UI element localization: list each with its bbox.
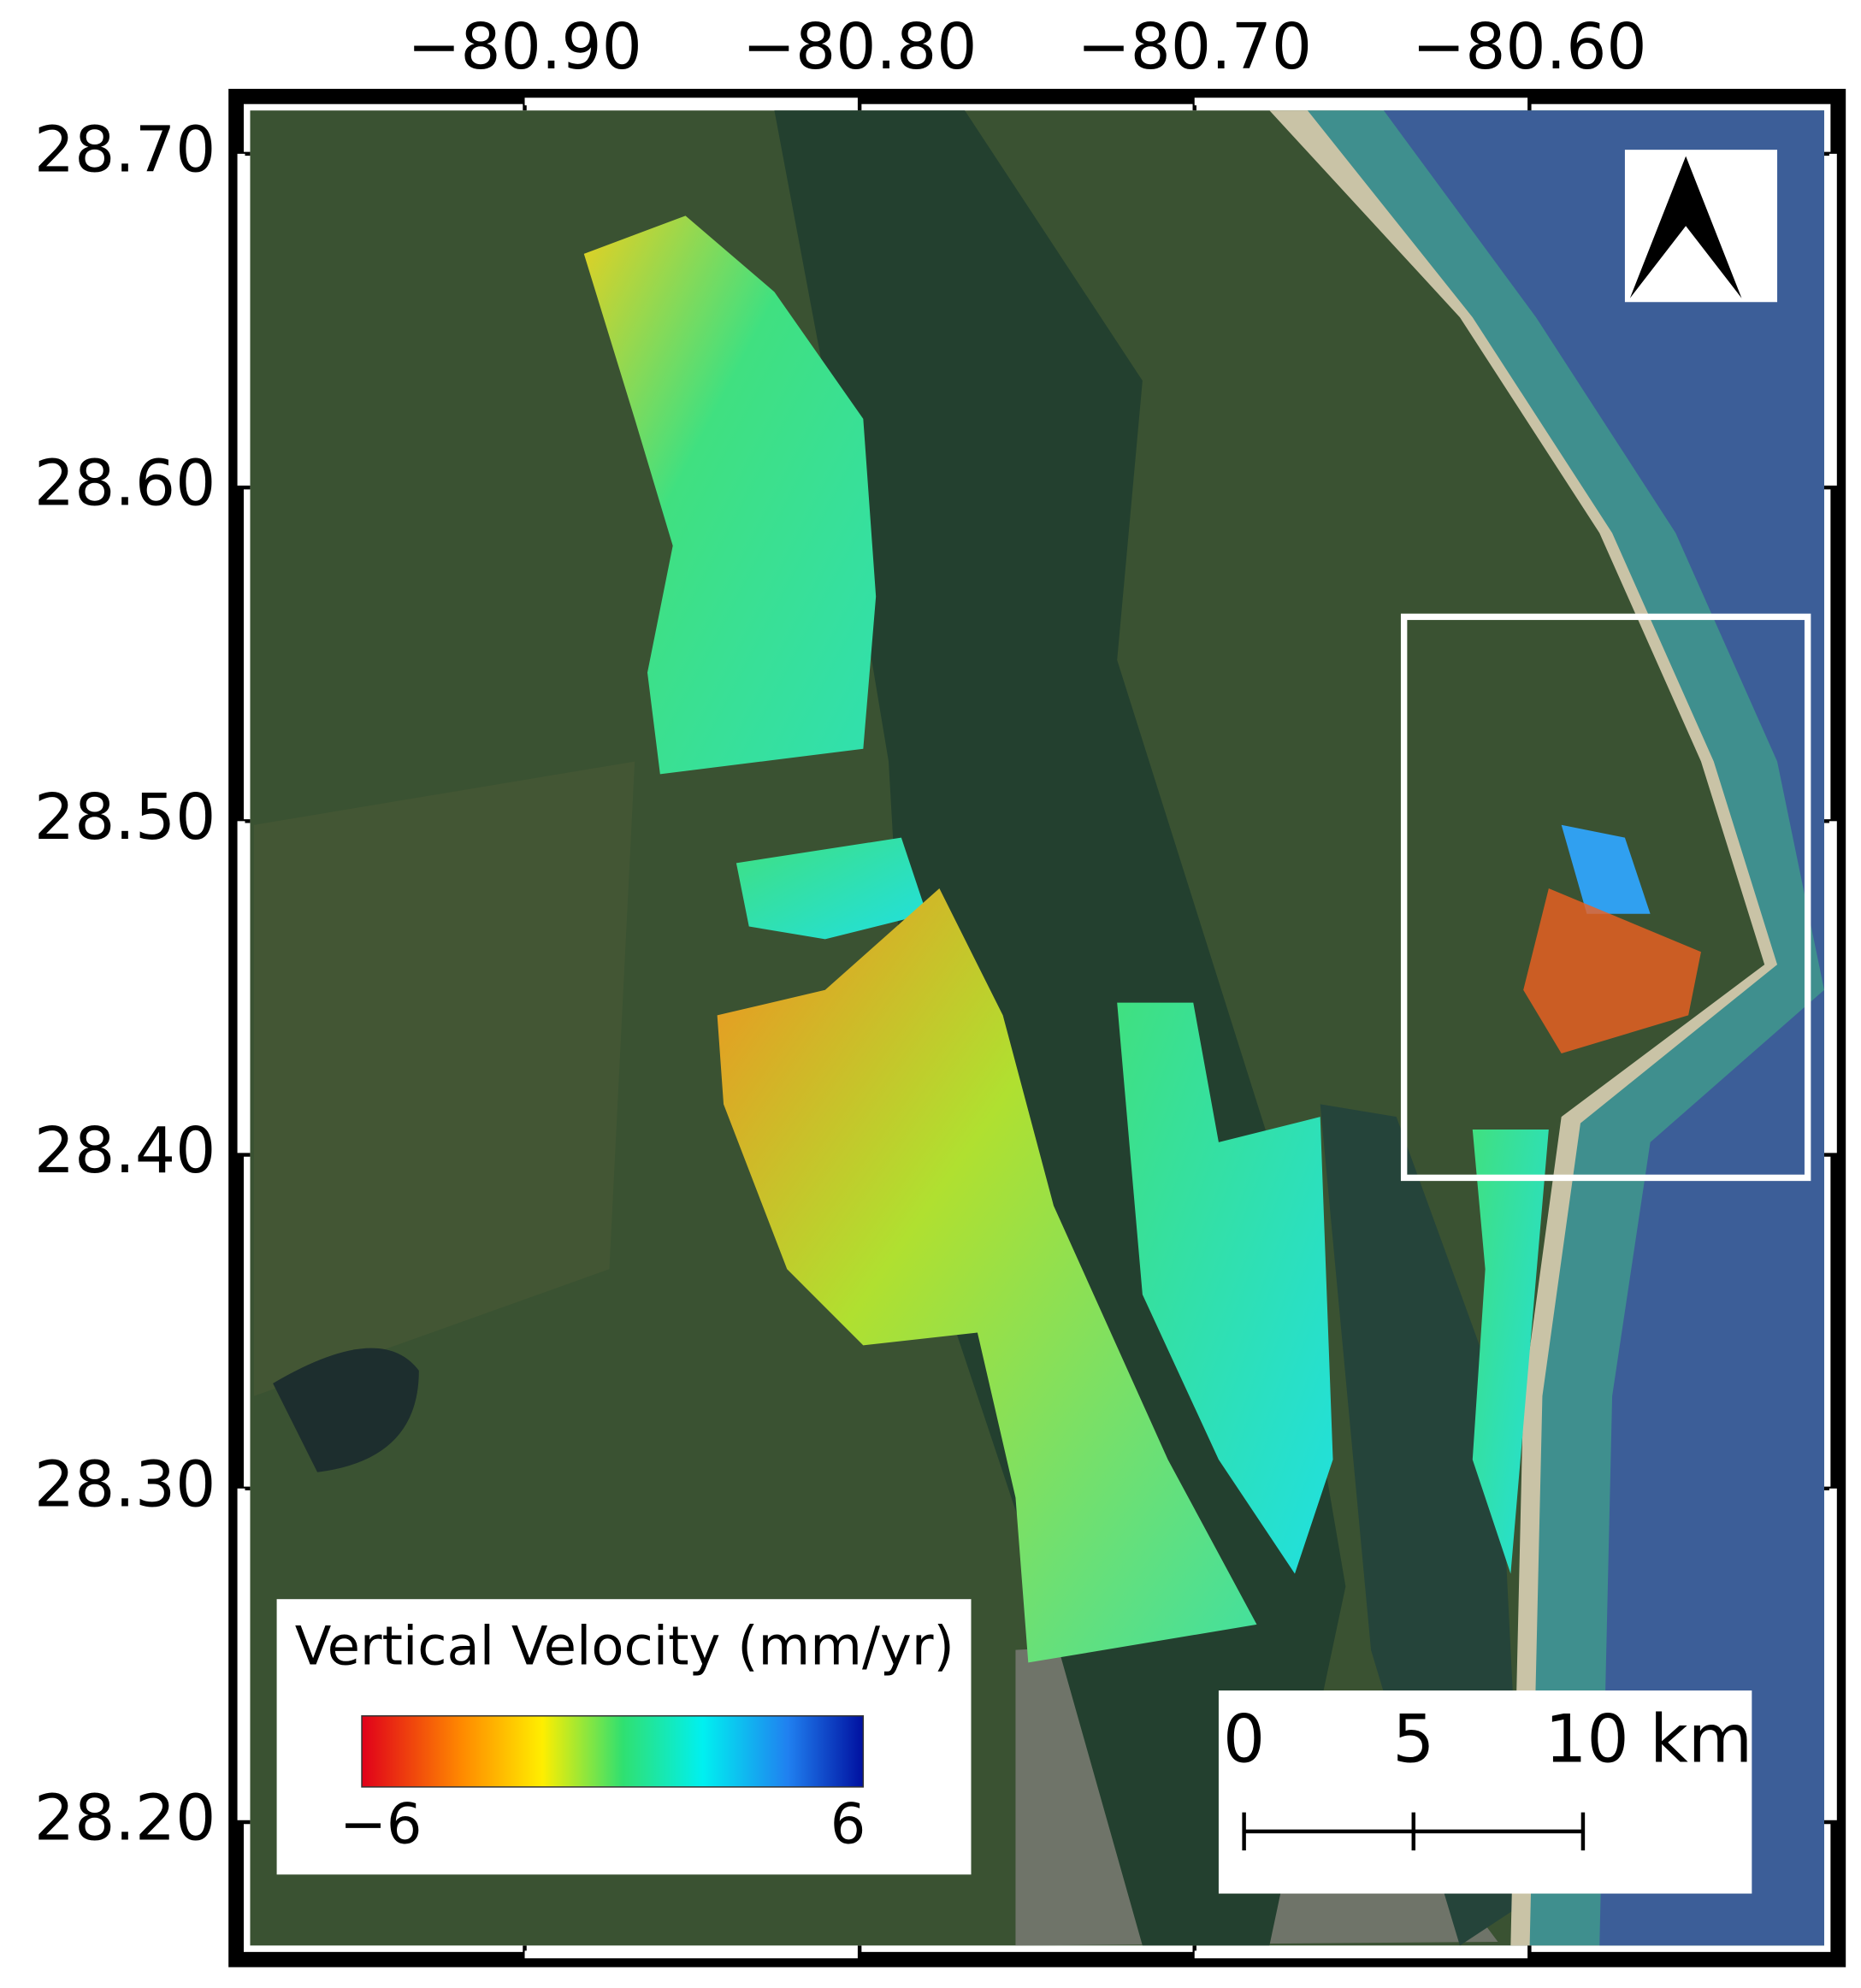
x-tick-label: −80.90 [407,9,642,84]
frame-segment [1194,97,1530,106]
frame-segment [524,97,860,106]
y-tick-label: 28.30 [34,1447,216,1521]
frame-border [228,88,1846,1967]
colorbar-title: Vertical Velocity (mm/yr) [295,1615,954,1678]
y-tick-label: 28.60 [34,446,216,521]
frame-segment [524,1950,860,1959]
north-arrow [1624,150,1778,303]
y-tick-label: 28.40 [34,1113,216,1188]
frame-segment [1829,1488,1837,1823]
scale-bar-label: 0 [1223,1701,1265,1778]
colorbar-tick-label: 6 [830,1791,866,1856]
frame-segment [1829,153,1837,488]
frame-segment [237,153,245,488]
land-texture [253,761,635,1396]
scale-bar-label: 5 [1392,1701,1434,1778]
scale-bar-label: 10 km [1545,1701,1752,1778]
colorbar [361,1715,865,1788]
velocity-patch [717,888,1257,1663]
north-arrow-icon [1629,156,1742,298]
x-tick-label: −80.60 [1412,9,1647,84]
inset-box [1400,613,1811,1182]
y-tick-label: 28.20 [34,1781,216,1855]
scale-bar: 0 5 10 km [1218,1690,1752,1894]
map-area [250,110,1824,1946]
frame-segment [1194,1950,1530,1959]
lagoon [774,110,1346,1946]
scale-bar-box [1218,1690,1752,1894]
y-tick-label: 28.70 [34,112,216,186]
frame-segment [1829,821,1837,1155]
frame-segment [237,821,245,1155]
velocity-patch [736,837,927,940]
frame-segment [237,1488,245,1823]
colorbar-legend: Vertical Velocity (mm/yr) −6 6 [276,1599,972,1875]
x-tick-label: −80.80 [742,9,978,84]
y-tick-label: 28.50 [34,780,216,854]
velocity-patch [1117,1002,1333,1574]
x-tick-label: −80.70 [1077,9,1312,84]
velocity-patch [1523,888,1701,1053]
velocity-patch [1472,1130,1549,1574]
colorbar-tick-label: −6 [340,1791,422,1856]
ocean [1383,110,1824,1946]
velocity-patch [583,215,877,775]
velocity-patch [1561,824,1651,914]
lake [273,1348,419,1472]
map-frame [228,88,1846,1967]
